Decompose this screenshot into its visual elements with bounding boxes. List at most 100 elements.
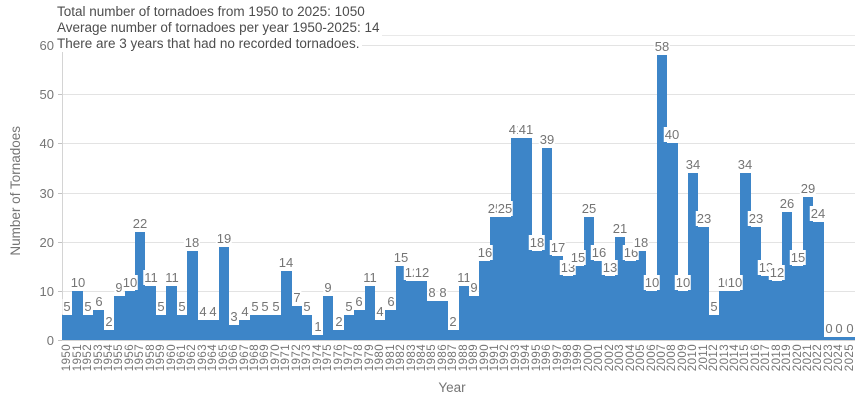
bar-1962[interactable] <box>187 251 198 340</box>
bar-1990[interactable] <box>479 261 490 340</box>
bar-2005[interactable] <box>636 251 646 340</box>
bar-1960[interactable] <box>166 286 177 340</box>
bar-1965[interactable] <box>219 247 229 340</box>
bar-2015[interactable] <box>740 173 751 340</box>
bar-1955[interactable] <box>114 296 125 340</box>
bar-2014[interactable] <box>730 291 740 340</box>
bar-1976[interactable] <box>333 330 344 340</box>
bar-1954[interactable] <box>104 330 114 340</box>
bar-1981[interactable] <box>385 310 396 340</box>
bar-2004[interactable] <box>625 261 636 340</box>
y-tick-label-40: 40 <box>39 136 54 151</box>
bar-1989[interactable] <box>469 296 479 340</box>
bar-1977[interactable] <box>344 315 354 340</box>
bar-1973[interactable] <box>302 315 312 340</box>
bar-2002[interactable] <box>605 276 615 340</box>
y-tick-label-30: 30 <box>39 186 54 201</box>
bar-1956[interactable] <box>125 291 135 340</box>
bar-1952[interactable] <box>83 315 93 340</box>
annotation-average: Average number of tornadoes per year 195… <box>57 20 383 36</box>
bar-2012[interactable] <box>709 315 719 340</box>
bar-1991[interactable] <box>490 217 500 340</box>
bar-value-label-1963: 4 <box>198 304 208 319</box>
bar-2007[interactable] <box>657 55 667 340</box>
bar-value-label-1970: 5 <box>271 299 281 314</box>
bar-2001[interactable] <box>594 261 605 340</box>
bar-1984[interactable] <box>417 281 427 340</box>
bar-value-label-2014: 10 <box>726 275 744 290</box>
bar-value-label-2023: 0 <box>824 321 834 336</box>
bar-2008[interactable] <box>667 143 678 340</box>
bar-1997[interactable] <box>552 256 563 340</box>
bar-1968[interactable] <box>250 315 260 340</box>
bar-1972[interactable] <box>292 306 302 340</box>
bar-1959[interactable] <box>156 315 166 340</box>
bar-1967[interactable] <box>239 320 250 340</box>
y-tickmark-0 <box>58 340 62 341</box>
bar-value-label-1960: 11 <box>164 270 180 285</box>
bar-value-label-1980: 4 <box>375 304 385 319</box>
bar-value-label-2003: 21 <box>611 221 629 236</box>
bar-2025[interactable] <box>845 337 855 340</box>
bar-value-label-2022: 24 <box>809 206 827 221</box>
bar-1998[interactable] <box>563 276 573 340</box>
bar-1995[interactable] <box>532 251 542 340</box>
bar-1986[interactable] <box>438 301 448 340</box>
bar-1987[interactable] <box>448 330 459 340</box>
bar-1957[interactable] <box>135 232 145 340</box>
bar-value-label-1989: 9 <box>469 280 479 295</box>
bar-2023[interactable] <box>824 337 834 340</box>
bar-1983[interactable] <box>406 281 417 340</box>
bar-value-label-1961: 5 <box>177 299 187 314</box>
bar-value-label-1986: 8 <box>438 285 448 300</box>
bar-2024[interactable] <box>834 337 845 340</box>
bar-value-label-1995: 18 <box>528 235 546 250</box>
bar-1979[interactable] <box>365 286 375 340</box>
bar-value-label-2020: 15 <box>789 250 807 265</box>
bar-1988[interactable] <box>459 286 469 340</box>
bar-2022[interactable] <box>813 222 824 340</box>
bar-2020[interactable] <box>792 266 803 340</box>
bar-2000[interactable] <box>584 217 594 340</box>
bar-2021[interactable] <box>803 197 813 340</box>
bar-1992[interactable] <box>500 217 511 340</box>
bar-value-label-1965: 19 <box>215 231 233 246</box>
bar-2006[interactable] <box>646 291 657 340</box>
bar-value-label-2008: 40 <box>663 127 681 142</box>
bar-2017[interactable] <box>761 276 772 340</box>
bar-2003[interactable] <box>615 237 625 340</box>
bar-value-label-1982: 15 <box>392 250 410 265</box>
bar-1974[interactable] <box>312 335 323 340</box>
bar-value-label-1973: 5 <box>302 299 312 314</box>
bar-1970[interactable] <box>271 315 281 340</box>
bar-1994[interactable] <box>521 138 532 340</box>
bar-1978[interactable] <box>354 310 365 340</box>
bar-2016[interactable] <box>751 227 761 340</box>
bar-1971[interactable] <box>281 271 292 340</box>
bar-2010[interactable] <box>688 173 698 340</box>
bar-2009[interactable] <box>678 291 688 340</box>
bar-2013[interactable] <box>719 291 730 340</box>
bar-1966[interactable] <box>229 325 239 340</box>
bar-1958[interactable] <box>145 286 156 340</box>
bar-1961[interactable] <box>177 315 187 340</box>
bar-1964[interactable] <box>208 320 219 340</box>
bar-1969[interactable] <box>260 315 271 340</box>
bar-1985[interactable] <box>427 301 438 340</box>
bar-1999[interactable] <box>573 266 584 340</box>
bar-1951[interactable] <box>72 291 83 340</box>
bar-2011[interactable] <box>698 227 709 340</box>
bar-1963[interactable] <box>198 320 208 340</box>
bar-1993[interactable] <box>511 138 521 340</box>
bar-value-label-2009: 10 <box>674 275 692 290</box>
bar-1996[interactable] <box>542 148 552 340</box>
y-tick-label-10: 10 <box>39 284 54 299</box>
gridline-50 <box>62 94 855 95</box>
bar-2018[interactable] <box>772 281 782 340</box>
bar-1980[interactable] <box>375 320 385 340</box>
bar-1975[interactable] <box>323 296 333 340</box>
bar-1953[interactable] <box>93 310 104 340</box>
bar-1950[interactable] <box>62 315 72 340</box>
bar-2019[interactable] <box>782 212 792 340</box>
bar-1982[interactable] <box>396 266 406 340</box>
